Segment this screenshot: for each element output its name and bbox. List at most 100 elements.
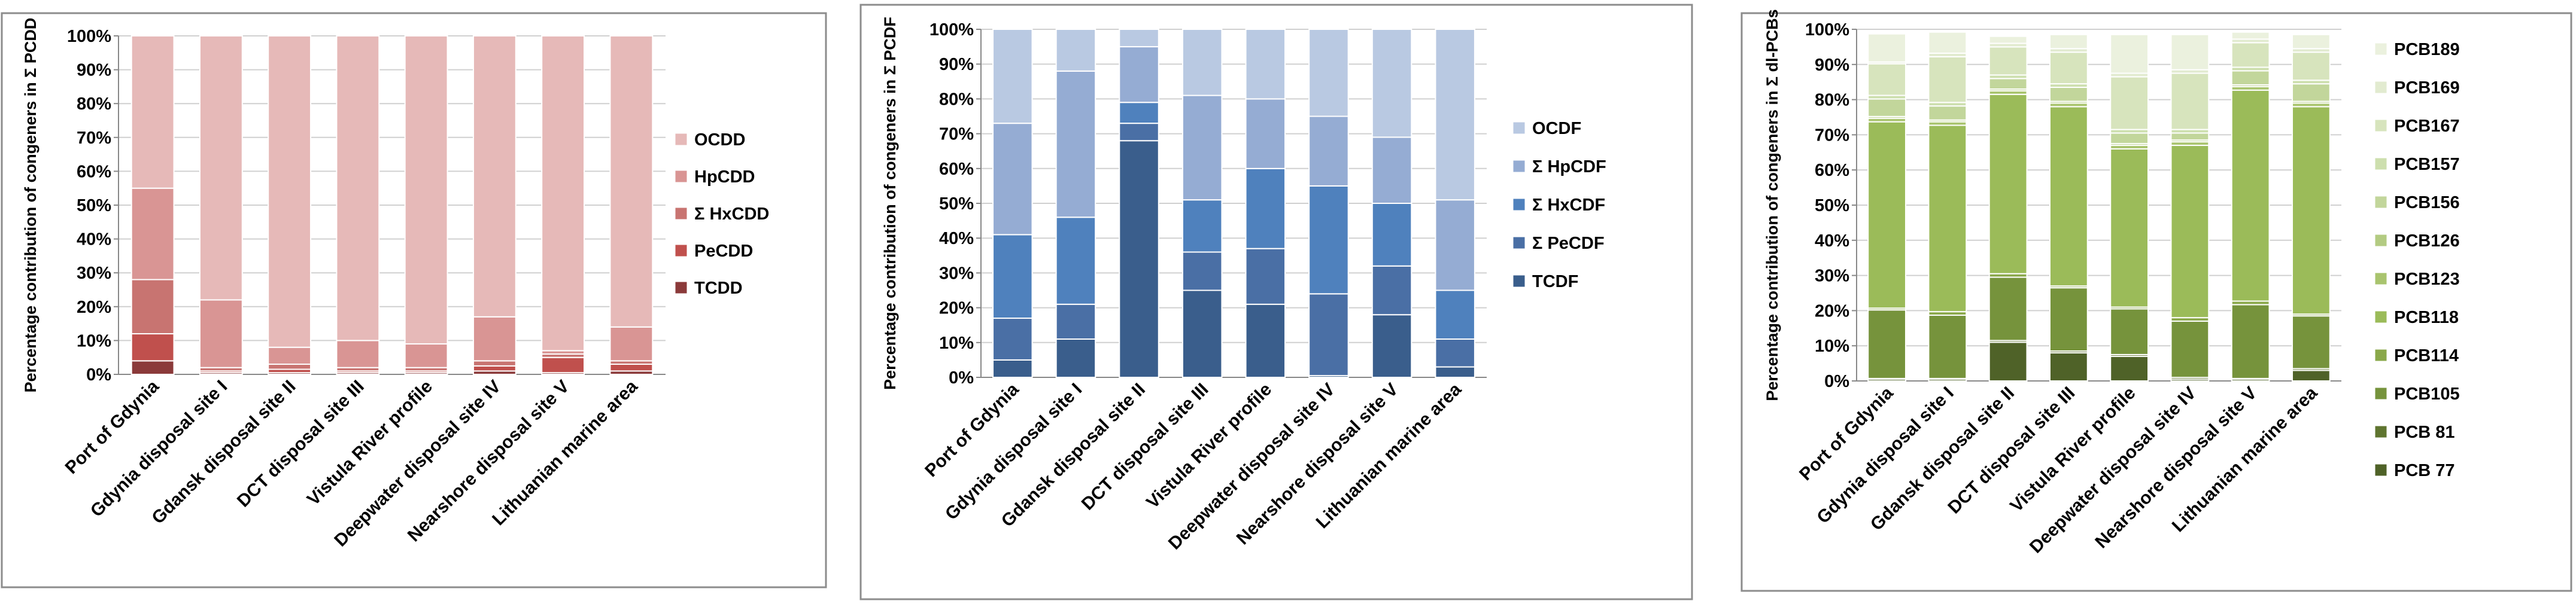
legend-label: PCB167 (2394, 117, 2460, 136)
bar-segment (2231, 31, 2270, 40)
y-tick-label: 50% (77, 196, 111, 215)
bar-segment (1119, 140, 1159, 379)
bar-segment (1867, 309, 1907, 379)
bar-segment (1308, 115, 1349, 187)
bar-segment (1435, 366, 1475, 378)
bar-segment (2049, 51, 2088, 85)
bar-segment (2110, 76, 2149, 130)
bar-segment (609, 364, 654, 372)
y-tick-label: 60% (77, 162, 111, 181)
bar-segment (1055, 216, 1096, 305)
y-tick-label: 10% (1815, 337, 1849, 356)
y-axis-label: Percentage contribution of congeners in … (1763, 9, 1781, 401)
y-tick-label: 100% (67, 27, 111, 46)
legend-label: PCB118 (2394, 308, 2459, 327)
y-tick-label: 10% (77, 331, 111, 350)
bar-segment (2170, 33, 2210, 71)
legend-label: TCDD (694, 279, 743, 298)
legend-swatch (675, 170, 688, 183)
bar-segment (992, 123, 1033, 236)
bar-segment (1181, 289, 1223, 378)
legend-label: OCDF (1532, 119, 1581, 138)
bar-segment (1308, 293, 1349, 377)
legend-label: PCB 81 (2394, 423, 2455, 442)
bar-segment (609, 326, 654, 362)
legend-swatch (1512, 160, 1526, 173)
legend-label: PCB105 (2394, 385, 2460, 404)
y-tick-label: 30% (77, 264, 111, 283)
y-axis-label: Percentage contribution of congeners in … (881, 17, 899, 390)
legend-label: Σ HxCDD (694, 205, 769, 224)
bar-segment (130, 35, 175, 189)
y-tick-label: 70% (1815, 126, 1849, 145)
bar-segment (2231, 89, 2270, 302)
bar-segment (1435, 199, 1475, 291)
y-tick-label: 70% (77, 129, 111, 148)
legend-label: PCB126 (2394, 231, 2460, 251)
bar-segment (2110, 33, 2149, 74)
bar-segment (130, 187, 175, 280)
bar-segment (2170, 132, 2210, 141)
bar-segment (199, 299, 243, 368)
y-tick-label: 70% (939, 125, 974, 144)
legend-swatch (675, 133, 688, 146)
bar-segment (1245, 248, 1286, 305)
y-tick-label: 30% (939, 264, 974, 283)
bar-segment (130, 360, 175, 375)
bar-segment (130, 279, 175, 335)
bar-segment (1988, 78, 2028, 90)
bar-segment (992, 29, 1033, 124)
legend-label: Σ HpCDF (1532, 157, 1606, 176)
bar-segment (268, 35, 312, 348)
bar-segment (1928, 56, 1967, 103)
bar-segment (2170, 145, 2210, 319)
bar-segment (1435, 289, 1475, 340)
y-tick-label: 0% (1824, 372, 1849, 391)
bar-segment (1245, 98, 1286, 169)
bar-segment (2291, 106, 2331, 315)
bar-segment (1245, 303, 1286, 378)
bar-segment (2049, 287, 2088, 352)
bar-segment (2049, 352, 2088, 382)
bar-segment (1867, 63, 1907, 96)
bar-segment (1867, 98, 1907, 117)
bar-segment (1245, 29, 1286, 100)
y-tick-label: 40% (939, 229, 974, 248)
y-tick-label: 40% (77, 230, 111, 249)
bar-segment (2049, 87, 2088, 102)
legend-label: PCB169 (2394, 78, 2460, 97)
bar-segment (2231, 42, 2270, 68)
bar-segment (1435, 338, 1475, 368)
y-tick-label: 100% (929, 20, 974, 39)
bar-segment (336, 340, 380, 368)
legend-swatch (2374, 234, 2387, 247)
y-tick-label: 80% (939, 90, 974, 109)
bar-segment (404, 343, 448, 368)
bar-segment (2110, 132, 2149, 145)
bar-segment (336, 35, 380, 341)
bar-segment (1119, 102, 1159, 124)
bar-segment (472, 365, 517, 372)
bar-segment (1371, 136, 1412, 204)
legend-swatch (2374, 42, 2387, 56)
legend-swatch (1512, 236, 1526, 249)
bar-segment (2110, 148, 2149, 308)
legend-label: PeCDD (694, 242, 753, 261)
bar-segment (404, 35, 448, 345)
y-tick-label: 50% (1815, 196, 1849, 215)
y-tick-label: 30% (1815, 267, 1849, 286)
bar-segment (2291, 315, 2331, 370)
legend-swatch (2374, 196, 2387, 209)
bar-segment (2110, 355, 2149, 382)
bar-segment (2291, 33, 2331, 50)
bar-segment (1181, 29, 1223, 96)
legend-label: PCB157 (2394, 155, 2460, 174)
bar-segment (472, 360, 517, 367)
bar-segment (2049, 33, 2088, 50)
legend-label: HpCDD (694, 167, 755, 187)
bar-segment (1245, 167, 1286, 249)
bar-segment (268, 364, 312, 370)
bar-segment (541, 356, 585, 374)
legend-swatch (2374, 272, 2387, 285)
